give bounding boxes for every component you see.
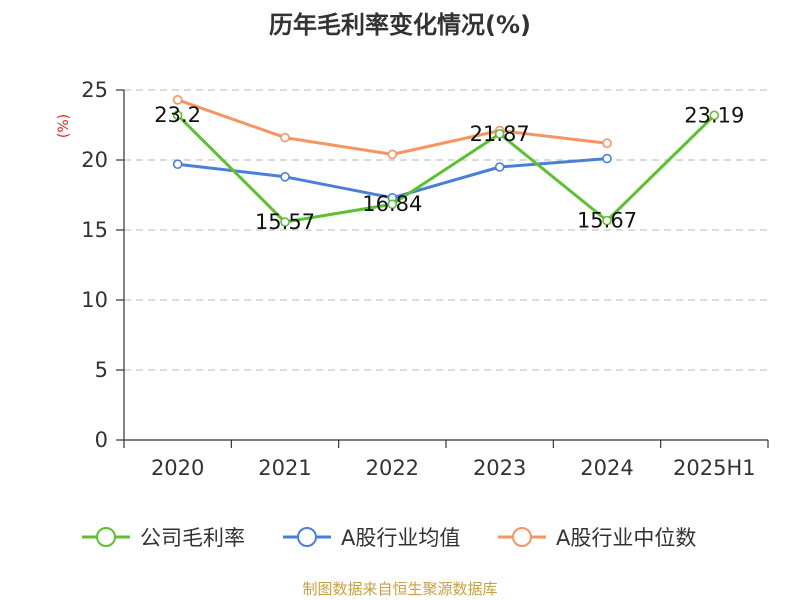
data-point [709,110,720,121]
gridlines [124,89,768,371]
data-point [172,95,183,105]
series-0 [172,110,720,227]
legend-label: A股行业均值 [341,526,460,550]
data-point [494,129,505,139]
legend-label: A股行业中位数 [556,526,696,550]
data-label: 23.19 [684,103,744,127]
series-lines [172,95,720,227]
chart-title: 历年毛利率变化情况(%) [269,11,531,39]
x-tick-label: 2024 [580,456,633,480]
data-point [387,149,398,160]
axes: 0 5 10 15 20 25 2020 2021 2022 2023 2024 2025H1 [81,78,769,480]
data-point [602,138,612,148]
legend: 公司毛利率 A股行业均值 A股行业中位数 [82,526,696,550]
legend-item: A股行业均值 [283,526,460,550]
data-label: 16.84 [362,192,422,216]
y-tick-label: 5 [95,358,108,382]
data-point [172,159,183,169]
y-tick-label: 10 [81,288,108,312]
data-point [602,153,612,164]
y-tick-label: 15 [81,218,108,242]
legend-item: A股行业中位数 [498,526,696,550]
data-point [494,162,505,172]
data-label: 23.2 [154,103,201,127]
legend-marker [297,527,317,547]
data-label: 21.87 [470,122,530,146]
series-2 [172,95,612,160]
data-label: 15.57 [255,210,315,234]
x-tick-label: 2022 [366,456,419,480]
series-line [177,98,608,156]
legend-marker [96,527,116,547]
data-point [602,215,612,226]
data-point [387,199,398,210]
legend-label: 公司毛利率 [140,526,245,550]
y-axis-label: (%) [56,114,72,138]
legend-item: 公司毛利率 [82,526,245,550]
data-point [280,172,290,182]
source-note: 制图数据来自恒生聚源数据库 [302,580,497,598]
x-tick-label: 2023 [473,456,526,480]
data-point [280,132,290,143]
data-point [280,217,290,227]
data-label: 15.67 [577,209,637,233]
x-tick-label: 2020 [151,456,204,480]
y-tick-label: 0 [95,428,108,452]
y-tick-label: 20 [81,148,108,172]
y-tick-label: 25 [81,78,108,102]
data-labels: 23.2 15.57 16.84 21.87 15.67 23.19 [154,103,744,234]
data-point [172,110,183,120]
series-line [176,114,716,224]
legend-marker [512,527,532,547]
x-tick-label: 2021 [258,456,311,480]
x-tick-label: 2025H1 [673,456,756,480]
